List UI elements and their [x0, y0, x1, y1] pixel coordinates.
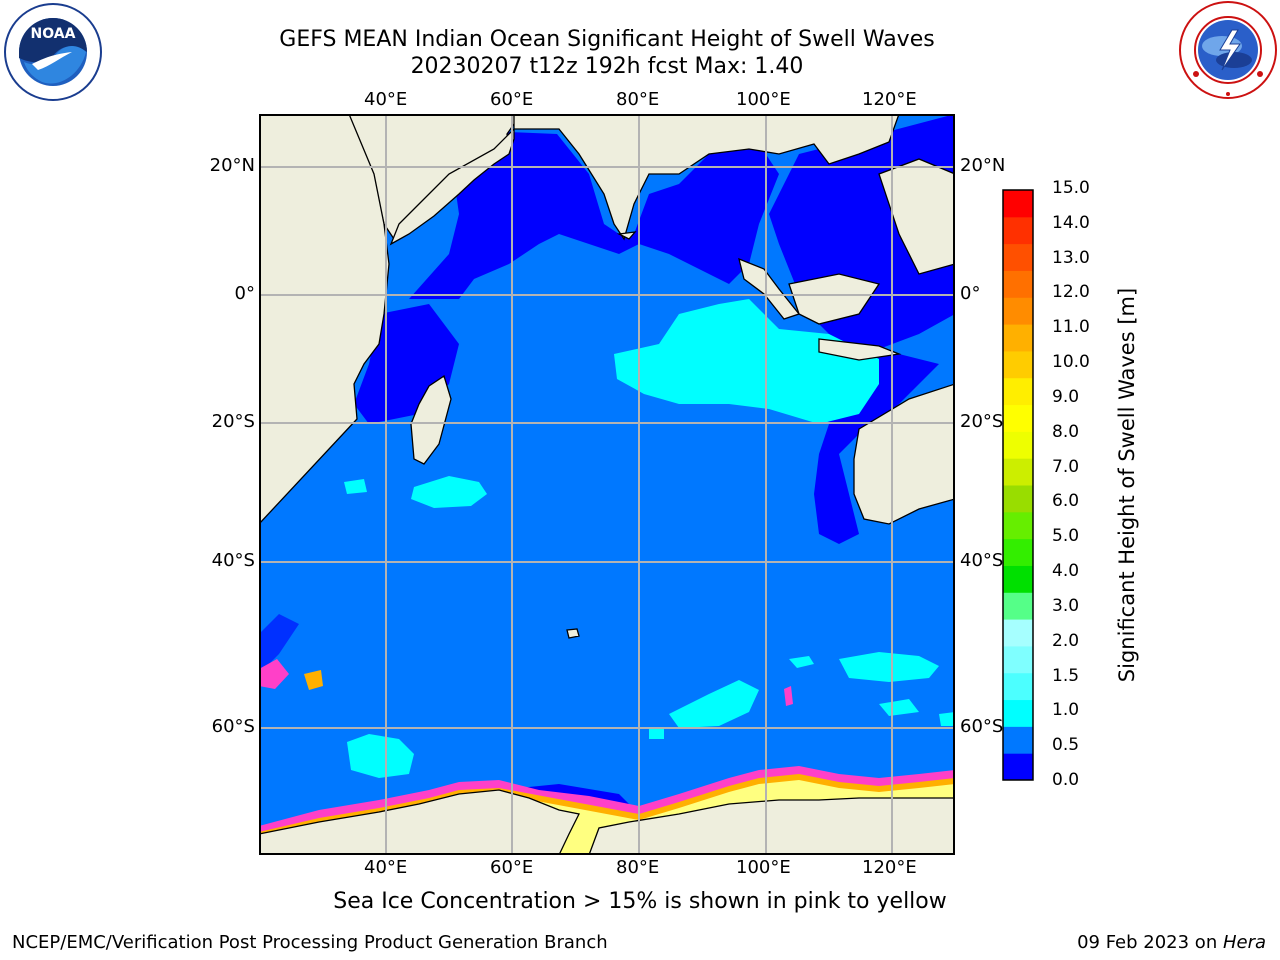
colorbar-band	[1003, 297, 1033, 325]
x-tick-top-40e: 40°E	[364, 89, 408, 110]
colorbar-tick-label: 10.0	[1052, 352, 1090, 373]
colorbar-band	[1003, 243, 1033, 271]
ocean-map	[259, 114, 955, 855]
colorbar-band	[1003, 324, 1033, 352]
colorbar-tick-label: 1.0	[1052, 700, 1080, 721]
colorbar-band	[1003, 485, 1033, 513]
x-tick-top-100e: 100°E	[736, 89, 791, 110]
colorbar-tick-label: 7.0	[1052, 456, 1080, 477]
swell-band-cyan	[344, 299, 955, 778]
colorbar-tick-label: 6.0	[1052, 491, 1080, 512]
colorbar-tick-label: 4.0	[1052, 561, 1080, 582]
y-tick-right-20s: 20°S	[960, 411, 1004, 432]
x-tick-top-120e: 120°E	[862, 89, 917, 110]
colorbar-band	[1003, 458, 1033, 486]
colorbar-band	[1003, 753, 1033, 781]
y-tick-right-0: 0°	[960, 283, 981, 304]
noaa-logo: NOAA	[4, 3, 102, 101]
land	[259, 114, 955, 855]
x-tick-bottom-40e: 40°E	[364, 857, 408, 878]
y-tick-right-40s: 40°S	[960, 550, 1004, 571]
colorbar-band	[1003, 377, 1033, 406]
colorbar-tick-label: 5.0	[1052, 526, 1080, 547]
colorbar-band	[1003, 538, 1033, 566]
colorbar-tick-label: 12.0	[1052, 282, 1090, 303]
colorbar-band	[1003, 726, 1033, 754]
credit-left: NCEP/EMC/Verification Post Processing Pr…	[12, 932, 608, 953]
colorbar-band	[1003, 216, 1033, 245]
x-tick-bottom-120e: 120°E	[862, 857, 917, 878]
x-tick-bottom-100e: 100°E	[736, 857, 791, 878]
colorbar-tick-label: 2.0	[1052, 630, 1080, 651]
colorbar-tick-label: 1.5	[1052, 665, 1080, 686]
colorbar-frame	[1002, 189, 1034, 781]
colorbar-tick-label: 15.0	[1052, 178, 1090, 198]
credit-right: 09 Feb 2023 on Hera	[1077, 932, 1266, 953]
y-tick-left-40s: 40°S	[211, 550, 255, 571]
sea-ice-caption: Sea Ice Concentration > 15% is shown in …	[333, 889, 947, 914]
colorbar-tick-label: 11.0	[1052, 317, 1090, 338]
colorbar-tick-label: 14.0	[1052, 212, 1090, 233]
colorbar-tick-label: 3.0	[1052, 595, 1080, 616]
colorbar-band	[1003, 645, 1033, 674]
colorbar-band	[1003, 592, 1033, 620]
colorbar-band	[1003, 270, 1033, 298]
chart-title: GEFS MEAN Indian Ocean Significant Heigh…	[279, 27, 935, 52]
y-tick-left-60s: 60°S	[211, 716, 255, 737]
colorbar-tick-label: 0.0	[1052, 770, 1080, 790]
colorbar	[1002, 189, 1034, 781]
x-tick-bottom-80e: 80°E	[616, 857, 660, 878]
graticule	[259, 114, 955, 855]
x-tick-top-60e: 60°E	[490, 89, 534, 110]
chart-subtitle: 20230207 t12z 192h fcst Max: 1.40	[410, 54, 804, 79]
noaa-logo-text: NOAA	[31, 26, 76, 42]
credit-date: 09 Feb 2023 on	[1077, 932, 1223, 953]
y-tick-right-60s: 60°S	[960, 716, 1004, 737]
colorbar-tick-label: 8.0	[1052, 421, 1080, 442]
colorbar-band	[1003, 699, 1033, 727]
colorbar-band	[1003, 190, 1033, 218]
colorbar-band	[1003, 431, 1033, 459]
y-tick-left-20s: 20°S	[211, 411, 255, 432]
colorbar-title: Significant Height of Swell Waves [m]	[1114, 288, 1140, 682]
colorbar-tick-label: 0.5	[1052, 735, 1080, 756]
x-tick-bottom-60e: 60°E	[490, 857, 534, 878]
colorbar-band	[1003, 672, 1033, 701]
map-frame	[259, 114, 955, 855]
nws-logo	[1179, 1, 1277, 99]
y-tick-left-0: 0°	[234, 283, 255, 304]
y-tick-left-20n: 20°N	[209, 155, 255, 176]
credit-host: Hera	[1222, 932, 1266, 953]
colorbar-band	[1003, 350, 1033, 379]
colorbar-band	[1003, 404, 1033, 432]
y-tick-right-20n: 20°N	[960, 155, 1006, 176]
x-tick-top-80e: 80°E	[616, 89, 660, 110]
colorbar-band	[1003, 511, 1033, 540]
colorbar-tick-label: 13.0	[1052, 247, 1090, 268]
colorbar-tick-label: 9.0	[1052, 386, 1080, 407]
colorbar-band	[1003, 565, 1033, 593]
colorbar-title-text: Significant Height of Swell Waves [m]	[1115, 287, 1139, 683]
colorbar-band	[1003, 619, 1033, 647]
